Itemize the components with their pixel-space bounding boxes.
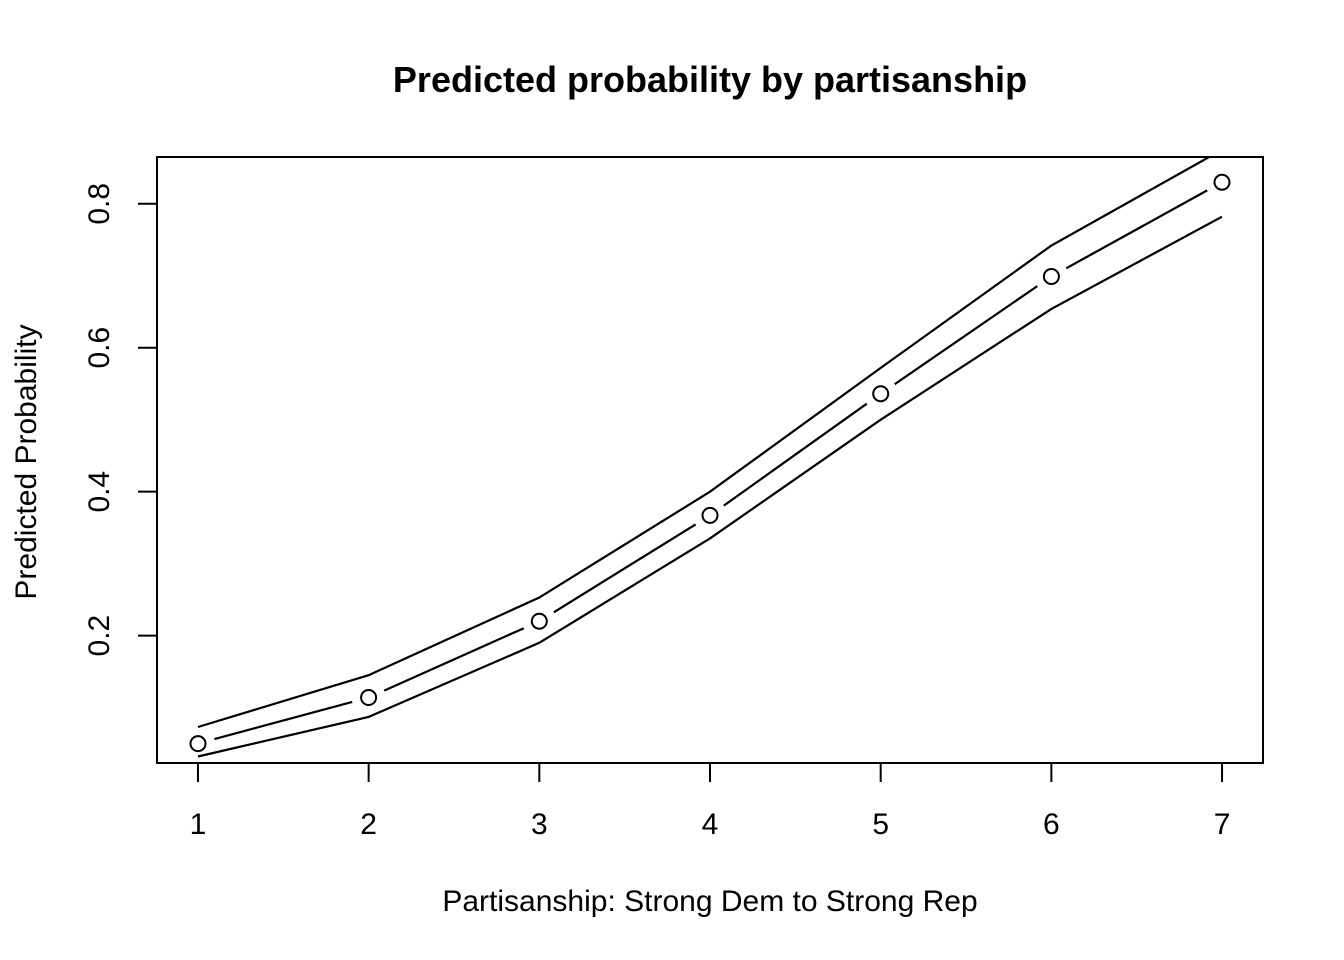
y-tick-label-0.4: 0.4 xyxy=(83,471,116,513)
series-estimate-segment xyxy=(553,523,697,614)
y-tick-label-0.2: 0.2 xyxy=(83,615,116,657)
series-upper-line xyxy=(197,157,1212,729)
series-estimate-point-1 xyxy=(189,735,207,753)
series-estimate-point-2 xyxy=(360,689,378,706)
series-estimate-segment xyxy=(723,402,868,507)
x-tick-label-2: 2 xyxy=(360,808,377,841)
x-tick-label-4: 4 xyxy=(702,808,719,841)
x-axis: 1 2 3 4 5 6 7 xyxy=(190,763,1231,841)
y-tick-label-0.8: 0.8 xyxy=(83,183,116,225)
series-estimate-point-5 xyxy=(872,385,890,403)
plot-area xyxy=(197,157,1223,758)
x-tick-label-7: 7 xyxy=(1214,808,1231,841)
series-estimate-segment xyxy=(894,285,1038,386)
series-estimate-segment xyxy=(1065,189,1208,270)
series-estimate-point-7 xyxy=(1213,173,1231,191)
y-axis: 0.2 0.4 0.6 0.8 xyxy=(83,183,157,657)
y-tick-label-0.6: 0.6 xyxy=(83,327,116,369)
x-tick-label-3: 3 xyxy=(531,808,548,841)
chart-title: Predicted probability by partisanship xyxy=(393,59,1027,100)
y-axis-label: Predicted Probability xyxy=(10,324,43,599)
series-lower-line xyxy=(197,215,1223,758)
plot-frame xyxy=(156,156,1264,764)
x-tick-label-1: 1 xyxy=(190,808,207,841)
series-estimate-point-6 xyxy=(1042,268,1060,285)
series-estimate-segment xyxy=(383,627,525,692)
x-axis-label: Partisanship: Strong Dem to Strong Rep xyxy=(442,885,977,918)
series-estimate-point-3 xyxy=(530,612,548,630)
series-estimate-segment xyxy=(214,700,353,741)
series-estimate-point-4 xyxy=(701,506,719,524)
x-tick-label-6: 6 xyxy=(1043,808,1060,841)
x-tick-label-5: 5 xyxy=(872,808,889,841)
